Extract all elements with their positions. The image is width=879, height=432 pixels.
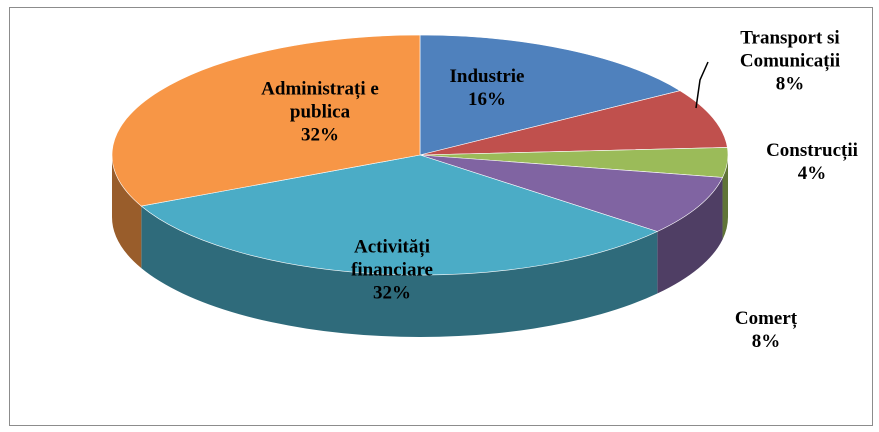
label-name: Comerț bbox=[734, 308, 798, 329]
label-name: Administrați e publica bbox=[261, 78, 379, 123]
slice-side bbox=[112, 155, 142, 269]
label-name: Construcții bbox=[766, 140, 858, 161]
slice-label: Transport si Comunicații 8% bbox=[723, 27, 858, 96]
slice bbox=[419, 154, 724, 232]
label-value: 4% bbox=[797, 163, 827, 184]
label-value: 32% bbox=[373, 282, 411, 304]
label-value: 8% bbox=[775, 73, 805, 95]
label-value: 8% bbox=[751, 331, 781, 352]
slice-label: Construcții 4% bbox=[752, 139, 872, 185]
slice bbox=[419, 34, 681, 156]
slice-side bbox=[141, 206, 658, 337]
slice-side bbox=[657, 177, 723, 294]
slice bbox=[140, 154, 659, 276]
slice bbox=[111, 34, 421, 207]
slice-label: Administrați e publica 32% bbox=[250, 78, 390, 147]
pie-sides bbox=[112, 155, 728, 337]
slice-label: Industrie 16% bbox=[427, 65, 547, 111]
label-value: 32% bbox=[301, 124, 339, 146]
pie-tops bbox=[111, 34, 729, 276]
leader-line bbox=[695, 61, 709, 109]
slice bbox=[419, 90, 728, 156]
slice-label: Activități financiare 32% bbox=[337, 236, 447, 305]
slice-label: Comerț 8% bbox=[711, 307, 821, 353]
label-value: 16% bbox=[468, 89, 506, 110]
label-name: Industrie bbox=[449, 66, 525, 87]
label-name: Activități financiare bbox=[351, 236, 433, 281]
slice-side bbox=[722, 155, 728, 240]
label-name: Transport si Comunicații bbox=[739, 27, 841, 72]
